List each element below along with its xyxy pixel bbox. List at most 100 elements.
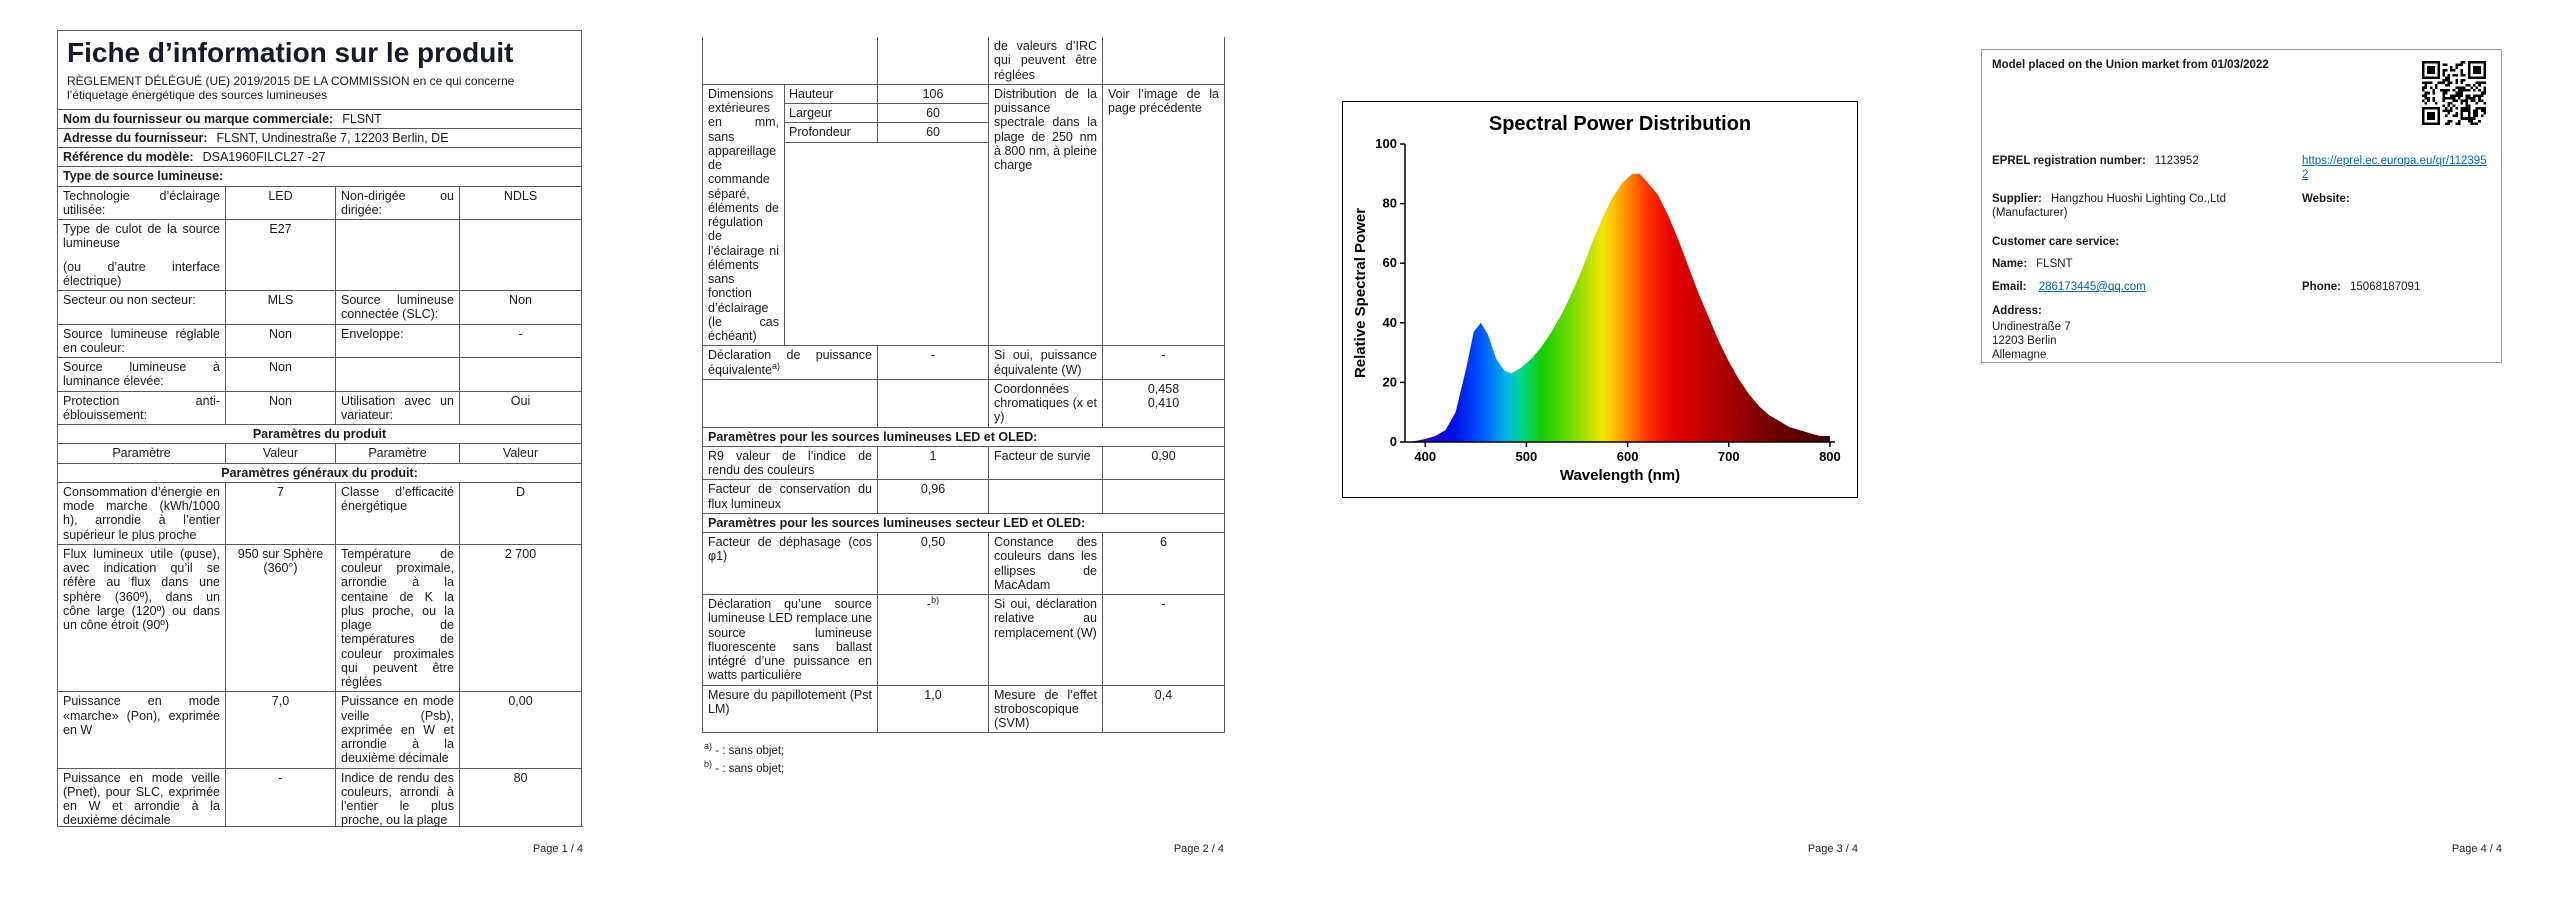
page-4-supplier-info: Model placed on the Union market from 01…: [1981, 49, 2502, 363]
name-label: Name:: [1992, 258, 2028, 270]
eprel-link[interactable]: https://eprel.ec.europa.eu/qr/1123952: [2302, 155, 2487, 182]
model-reference-label: Référence du modèle:: [63, 150, 194, 165]
cell-label: Facteur de conservation du flux lumineux: [702, 479, 878, 514]
cell-value: -: [877, 345, 989, 380]
cell-value: -b): [877, 594, 989, 686]
table-row: Nom du fournisseur ou marque commerciale…: [57, 108, 583, 129]
cell-label: Classe d’efficacité énergétique: [335, 481, 460, 545]
cell-value: 6: [1102, 532, 1225, 595]
page-number-3: Page 3 / 4: [1807, 843, 1858, 855]
svg-text:500: 500: [1516, 449, 1538, 464]
market-note: Model placed on the Union market from 01…: [1992, 59, 2269, 71]
cell-value: 0,96: [877, 479, 989, 514]
chart-title: Spectral Power Distribution: [1489, 113, 1751, 135]
svg-text:600: 600: [1617, 449, 1639, 464]
address-heading: Address:: [1992, 305, 2042, 317]
cell-label: [988, 479, 1103, 514]
cell-label: Utilisation avec un variateur:: [335, 390, 460, 426]
phone-value: 15068187091: [2349, 281, 2421, 293]
spectral-distribution-value: Voir l’image de la page précédente: [1102, 83, 1225, 347]
cell-value: MLS: [225, 290, 336, 325]
table-row: Puissance en mode «marche» (Pon), exprim…: [57, 691, 583, 769]
dimension-name: Largeur: [785, 103, 879, 124]
cell-label: Indice de rendu des couleurs, arrondi à …: [335, 767, 460, 826]
cell-label: Type de culot de la source lumineuse (ou…: [57, 219, 226, 292]
table-row: Facteur de déphasage (cos φ1) 0,50 Const…: [702, 532, 1225, 595]
table-row: Déclaration qu’une source lumineuse LED …: [702, 594, 1225, 686]
svg-text:700: 700: [1718, 449, 1740, 464]
table-row: Source lumineuse réglable en couleur: No…: [57, 323, 583, 359]
phone-row: Phone: 15068187091: [2302, 280, 2492, 294]
cell-value: 7,0: [225, 691, 336, 769]
section-header-led-oled: Paramètres pour les sources lumineuses L…: [702, 426, 1225, 447]
cell-value: [877, 378, 989, 428]
chart-tick-labels: 400 500 600 700 800 0 20 40 60 80 100: [1375, 136, 1840, 464]
column-header: Valeur: [458, 443, 583, 464]
cell-value: [1102, 37, 1225, 85]
cell-value: Oui: [458, 390, 583, 426]
table-row: Référence du modèle: DSA1960FILCL27 -27: [57, 147, 583, 168]
cell-value: 1: [877, 445, 989, 481]
address-line-3: Allemagne: [1992, 349, 2047, 361]
cell-value: Non: [458, 290, 583, 325]
cell-label: Source lumineuse connectée (SLC):: [335, 290, 460, 325]
section-row: Paramètres généraux du produit:: [57, 462, 583, 483]
spectral-chart-svg: 400 500 600 700 800 0 20 40 60 80 100 Spectral Pow…: [1352, 113, 1841, 484]
address-line-1: Undinestraße 7: [1992, 321, 2071, 333]
y-axis-label: Relative Spectral Power: [1352, 208, 1369, 378]
cell-value: D: [458, 481, 583, 545]
svg-text:40: 40: [1383, 315, 1397, 330]
eprel-label: EPREL registration number:: [1992, 155, 2146, 167]
column-header-row: Paramètre Valeur Paramètre Valeur: [57, 443, 583, 464]
cell-label: Facteur de survie: [988, 445, 1103, 481]
svg-text:80: 80: [1383, 196, 1397, 211]
supplier-row: Supplier: Hangzhou Huoshi Lighting Co.,Lt…: [1992, 192, 2290, 221]
footnote-ref-b: b): [931, 594, 940, 605]
footnote-ref-a: a): [771, 360, 780, 371]
cell-label: Facteur de déphasage (cos φ1): [702, 532, 878, 595]
qr-code-icon: [2417, 56, 2491, 130]
footnote-a: a) - : sans objet;: [704, 741, 785, 758]
table-row: Coordonnées chromatiques (x et y) 0,458 …: [702, 378, 1225, 428]
table-row: de valeurs d’IRC qui peuvent être réglée…: [702, 37, 1225, 85]
supplier-address-value: FLSNT, Undinestraße 7, 12203 Berlin, DE: [216, 130, 449, 145]
chart-axes: [1400, 143, 1835, 447]
dimension-value: 60: [877, 103, 988, 124]
table-row: R9 valeur de l’indice de rendu des coule…: [702, 445, 1225, 481]
cell-label: Technologie d’éclairage utilisée:: [57, 185, 226, 221]
light-source-type-label: Type de source lumineuse:: [63, 169, 224, 184]
table-row: Secteur ou non secteur: MLS Source lumin…: [57, 290, 583, 325]
supplier-website-label: Website:: [2302, 193, 2350, 205]
cell-value: 0,50: [877, 532, 989, 595]
supplier-address-label: Adresse du fournisseur:: [63, 130, 208, 145]
table-row: Mesure du papillotement (Pst LM) 1,0 Mes…: [702, 684, 1225, 734]
dimension-name: Hauteur: [785, 84, 879, 104]
cell-value: NDLS: [458, 185, 583, 221]
dimensions-label: Dimensions extérieures en mm, sans appar…: [702, 83, 785, 347]
cell-value: 950 sur Sphère (360°): [225, 543, 336, 693]
cell-value: E27: [225, 219, 336, 292]
cell-value: [458, 357, 583, 392]
cell-value: 0,90: [1102, 445, 1225, 481]
section-row: Paramètres pour les sources lumineuses s…: [702, 512, 1225, 534]
column-header: Paramètre: [57, 443, 226, 464]
email-link[interactable]: 286173445@qq.com: [2038, 281, 2146, 293]
email-label: Email:: [1992, 281, 2027, 293]
spectral-power-distribution-chart: 400 500 600 700 800 0 20 40 60 80 100 Spectral Pow…: [1342, 101, 1858, 498]
table-row: Technologie d’éclairage utilisée: LED No…: [57, 185, 583, 221]
x-axis-label: Wavelength (nm): [1560, 467, 1680, 484]
page-number-2: Page 2 / 4: [1173, 843, 1224, 855]
cell-value: [877, 37, 989, 85]
page-title: Fiche d’information sur le produit: [67, 37, 514, 68]
title-row: Fiche d’information sur le produit RÈGLE…: [57, 30, 583, 110]
table-row: Puissance en mode veille (Pnet), pour SL…: [57, 767, 583, 826]
cell-label: Non-dirigée ou dirigée:: [335, 185, 460, 221]
table-row: Flux lumineux utile (φuse), avec indicat…: [57, 543, 583, 693]
page-number-4: Page 4 / 4: [2451, 843, 2502, 855]
table-row: Type de source lumineuse:: [57, 166, 583, 187]
cell-label: Secteur ou non secteur:: [57, 290, 226, 325]
table-row: Type de culot de la source lumineuse (ou…: [57, 219, 583, 292]
dimension-name: Profondeur: [785, 122, 879, 143]
cell-label: Température de couleur proximale, arrond…: [335, 543, 460, 693]
cri-range-continuation: de valeurs d’IRC qui peuvent être réglée…: [988, 37, 1103, 85]
